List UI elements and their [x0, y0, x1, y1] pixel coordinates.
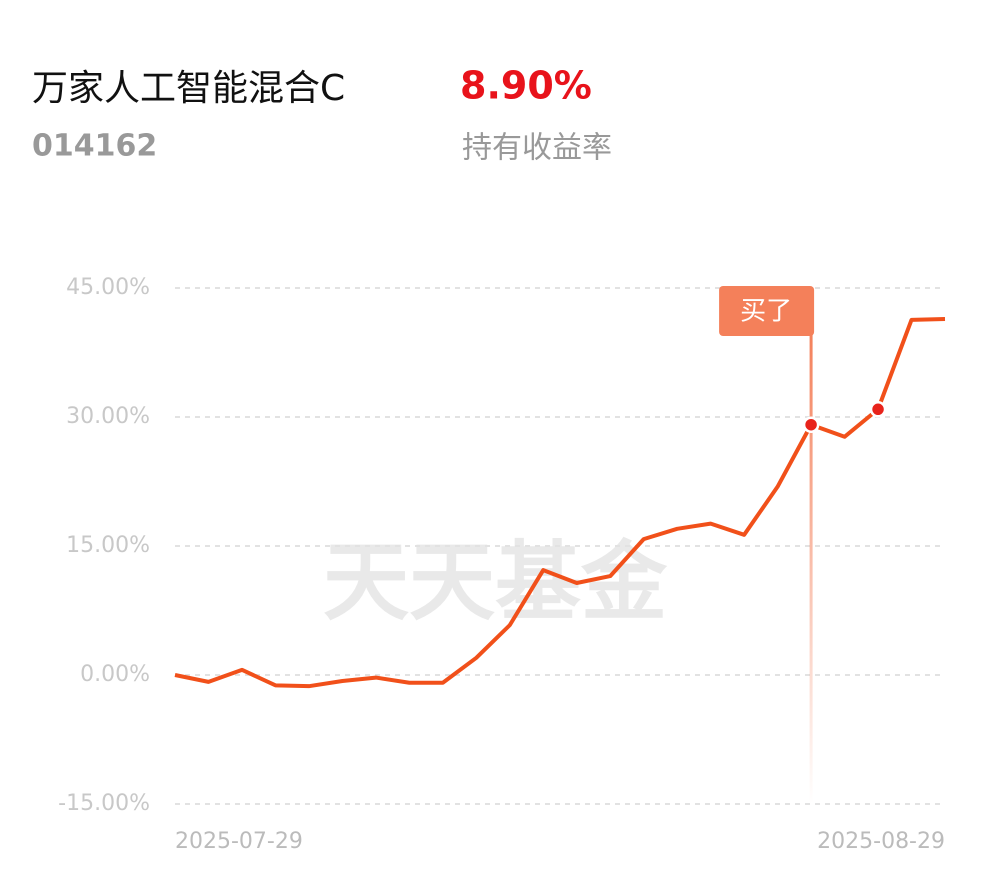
- y-tick-label: 30.00%: [66, 404, 150, 429]
- fund-name: 万家人工智能混合C: [32, 68, 345, 109]
- x-tick-label: 2025-07-29: [175, 829, 303, 854]
- subtitle: 持有收益率: [462, 131, 612, 166]
- y-tick-label: 15.00%: [66, 533, 150, 558]
- fund-code: 014162: [32, 129, 157, 164]
- holding-return: 8.90%: [460, 64, 592, 108]
- y-tick-label: 0.00%: [80, 662, 150, 687]
- x-tick-label: 2025-08-29: [817, 829, 945, 854]
- highlight-point: [802, 416, 820, 433]
- annotation-line: [809, 330, 813, 804]
- annotation-text: 买了: [740, 297, 792, 327]
- highlight-point: [869, 401, 887, 418]
- annotation-box: [719, 286, 815, 336]
- watermark: 天天基金: [323, 532, 668, 632]
- y-tick-label: 45.00%: [66, 275, 150, 300]
- y-tick-label: -15.00%: [58, 791, 150, 816]
